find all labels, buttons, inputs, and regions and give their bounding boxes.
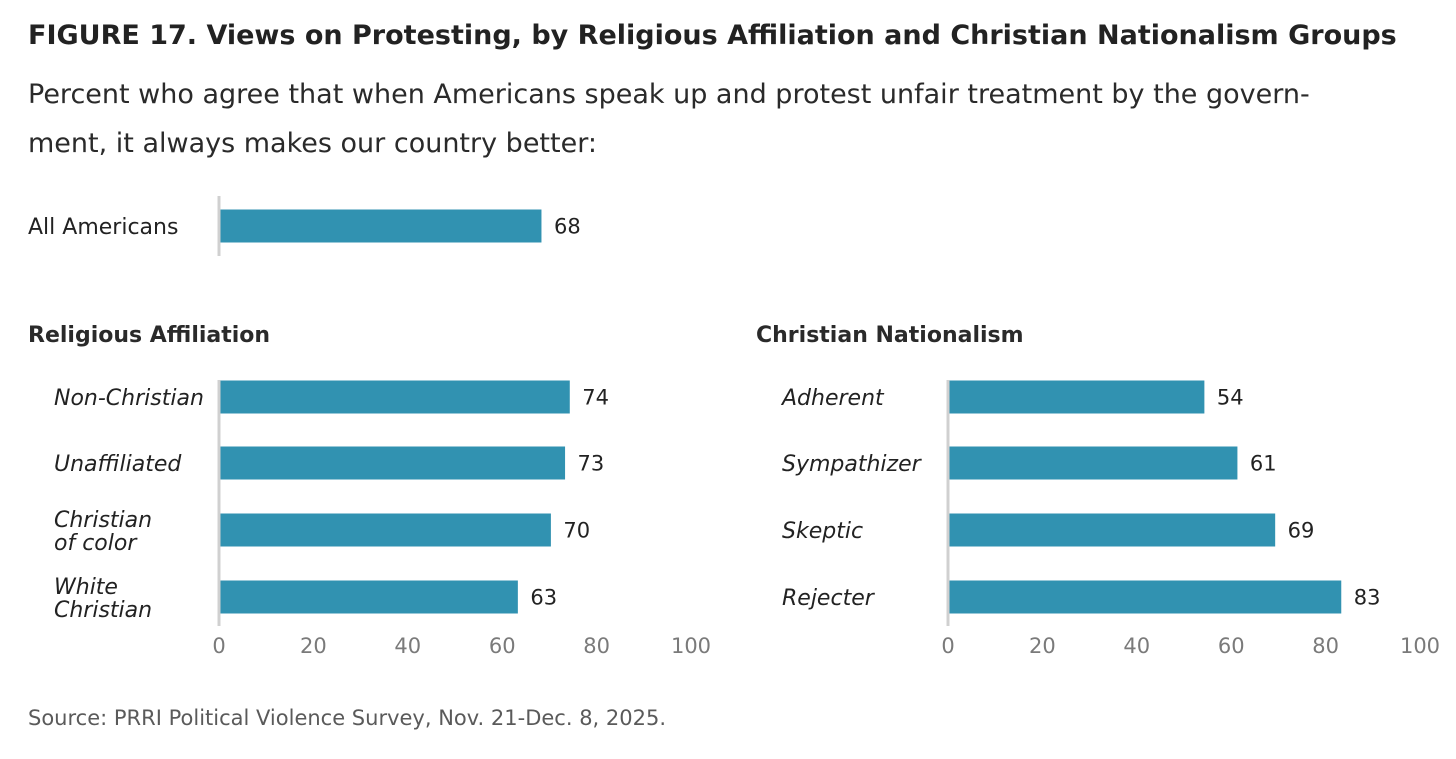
all-americans-value-label: 68	[554, 215, 581, 239]
christian-nationalism-tick-label: 80	[1312, 634, 1339, 658]
religious-affiliation-bar	[220, 513, 551, 547]
panel-title-religious-affiliation: Religious Affiliation	[28, 323, 271, 348]
christian-nationalism-category-label: Rejecter	[782, 586, 876, 611]
all-americans-category-label: All Americans	[28, 215, 178, 240]
religious-affiliation-category-label: Christian	[54, 598, 152, 623]
christian-nationalism-category-label: Sympathizer	[782, 452, 923, 477]
religious-affiliation-bar	[220, 580, 518, 614]
christian-nationalism-tick-label: 40	[1123, 634, 1150, 658]
religious-affiliation-tick-label: 40	[394, 634, 421, 658]
religious-affiliation-tick-label: 80	[583, 634, 610, 658]
religious-affiliation-bar	[220, 380, 570, 414]
religious-affiliation-tick-label: 60	[489, 634, 516, 658]
religious-affiliation-value-label: 70	[563, 519, 590, 543]
religious-affiliation-bar	[220, 446, 566, 480]
religious-affiliation-value-label: 74	[582, 386, 609, 410]
religious-affiliation-value-label: 63	[530, 586, 557, 610]
christian-nationalism-category-label: Skeptic	[782, 519, 863, 544]
subtitle-line-2: ment, it always makes our country better…	[28, 128, 597, 159]
religious-affiliation-tick-label: 20	[300, 634, 327, 658]
panel-title-christian-nationalism: Christian Nationalism	[756, 323, 1024, 348]
religious-affiliation-category-label: Non-Christian	[54, 386, 204, 411]
christian-nationalism-tick-label: 20	[1029, 634, 1056, 658]
religious-affiliation-value-label: 73	[578, 452, 605, 476]
christian-nationalism-bar	[949, 446, 1238, 480]
christian-nationalism-tick-label: 60	[1218, 634, 1245, 658]
christian-nationalism-value-label: 61	[1250, 452, 1277, 476]
christian-nationalism-category-label: Adherent	[780, 386, 885, 411]
christian-nationalism-bar	[949, 380, 1205, 414]
christian-nationalism-value-label: 83	[1354, 586, 1381, 610]
christian-nationalism-bar	[949, 580, 1342, 614]
christian-nationalism-tick-label: 0	[941, 634, 954, 658]
religious-affiliation-category-label: Christian	[54, 508, 152, 533]
christian-nationalism-value-label: 54	[1217, 386, 1244, 410]
religious-affiliation-tick-label: 0	[212, 634, 225, 658]
christian-nationalism-tick-label: 100	[1400, 634, 1440, 658]
subtitle-line-1: Percent who agree that when Americans sp…	[28, 79, 1310, 110]
all-americans-bar	[220, 209, 542, 243]
figure-title: FIGURE 17. Views on Protesting, by Relig…	[28, 20, 1397, 51]
religious-affiliation-category-label: of color	[54, 531, 138, 556]
source-note: Source: PRRI Political Violence Survey, …	[28, 706, 667, 730]
religious-affiliation-category-label: Unaffiliated	[54, 452, 182, 477]
christian-nationalism-value-label: 69	[1288, 519, 1315, 543]
bar-chart: 68 All Americans 74 Non-Christian 73 Unaffili…	[28, 196, 1440, 658]
figure-subtitle: Percent who agree that when Americans sp…	[28, 70, 1418, 168]
christian-nationalism-bar	[949, 513, 1276, 547]
religious-affiliation-tick-label: 100	[671, 634, 711, 658]
religious-affiliation-category-label: White	[54, 575, 118, 600]
